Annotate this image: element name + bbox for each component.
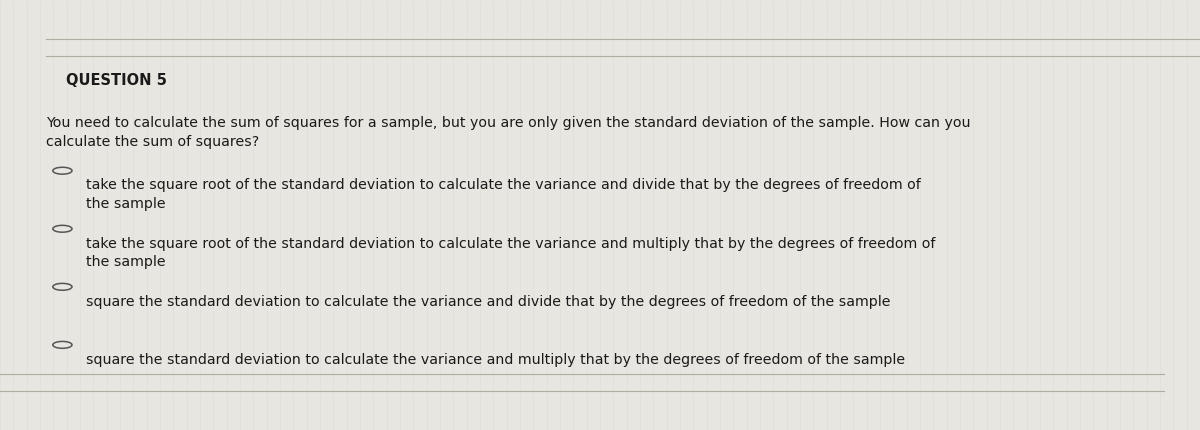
Text: take the square root of the standard deviation to calculate the variance and mul: take the square root of the standard dev… bbox=[86, 237, 936, 270]
Text: QUESTION 5: QUESTION 5 bbox=[66, 73, 167, 88]
Text: square the standard deviation to calculate the variance and divide that by the d: square the standard deviation to calcula… bbox=[86, 295, 890, 309]
Text: square the standard deviation to calculate the variance and multiply that by the: square the standard deviation to calcula… bbox=[86, 353, 906, 367]
Text: You need to calculate the sum of squares for a sample, but you are only given th: You need to calculate the sum of squares… bbox=[46, 116, 970, 149]
Text: take the square root of the standard deviation to calculate the variance and div: take the square root of the standard dev… bbox=[86, 178, 922, 212]
